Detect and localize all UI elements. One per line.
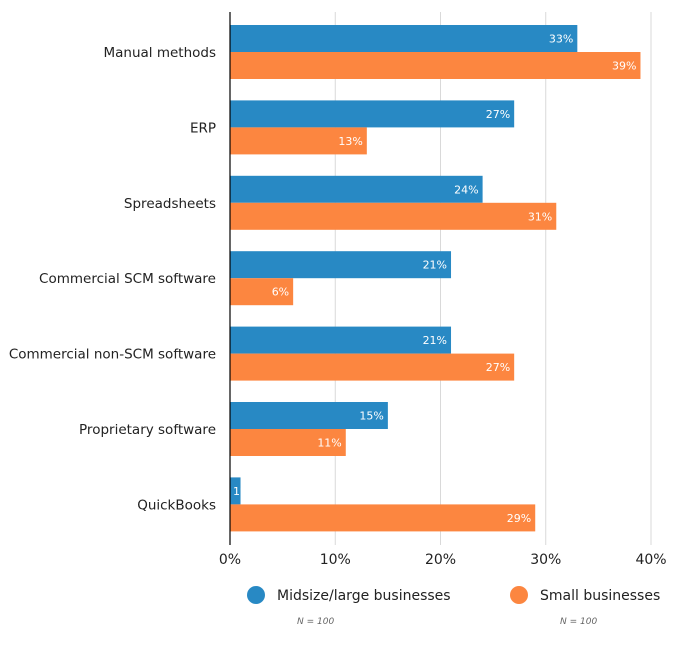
bar-value-label: 21% (423, 259, 447, 272)
x-tick-label: 40% (635, 552, 666, 568)
bar[interactable] (230, 127, 367, 155)
bar[interactable] (230, 25, 578, 52)
category-label: Spreadsheets (124, 196, 216, 212)
bar[interactable] (230, 202, 557, 230)
gridlines (334, 12, 652, 545)
category-label: Commercial non-SCM software (9, 347, 216, 363)
bar[interactable] (230, 353, 515, 381)
legend-item-midsize[interactable]: Midsize/large businesses N = 100 (247, 584, 451, 627)
bar[interactable] (230, 175, 483, 203)
bars: 33% 39% 27% 13% 24% 31% 21% 6% 21% 27% 15% 11% 1% 29% (230, 25, 641, 532)
bar[interactable] (230, 278, 294, 306)
x-tick-label: 10% (320, 552, 351, 568)
bar-value-label: 27% (486, 361, 510, 374)
bar[interactable] (230, 477, 241, 505)
x-tick-labels: 0% 10% 20% 30% 40% (219, 552, 667, 568)
legend-sample-size: N = 100 (297, 617, 335, 627)
x-tick-label: 30% (530, 552, 561, 568)
bar[interactable] (230, 504, 536, 532)
category-label: Proprietary software (79, 422, 216, 438)
legend-item-small[interactable]: Small businesses N = 100 (510, 584, 660, 627)
bar-value-label: 24% (454, 183, 478, 196)
bar-value-label: 31% (528, 210, 552, 223)
category-label: Manual methods (103, 45, 216, 61)
bar[interactable] (230, 429, 346, 456)
category-label: QuickBooks (137, 497, 216, 513)
category-labels: Manual methods ERP Spreadsheets Commercial … (9, 45, 216, 513)
legend-label: Small businesses (540, 588, 661, 604)
bar[interactable] (230, 326, 452, 354)
x-tick-label: 20% (425, 552, 456, 568)
category-label: ERP (190, 120, 216, 136)
legend-sample-size: N = 100 (560, 617, 598, 627)
bar-value-label: 13% (338, 135, 362, 148)
bar[interactable] (230, 100, 515, 128)
bar-chart: 33% 39% 27% 13% 24% 31% 21% 6% 21% 27% 15% 11% 1% 29%… (9, 12, 667, 568)
bar[interactable] (230, 52, 641, 79)
legend-label: Midsize/large businesses (277, 588, 451, 604)
bar-value-label: 29% (507, 512, 531, 525)
bar-value-label: 11% (317, 437, 341, 450)
bar-value-label: 15% (359, 410, 383, 423)
bar-value-label: 1% (233, 485, 250, 498)
legend-dot-icon (510, 586, 528, 604)
category-label: Commercial SCM software (39, 271, 216, 287)
bar-value-label: 27% (486, 108, 510, 121)
bar-value-label: 21% (423, 334, 447, 347)
bar[interactable] (230, 402, 388, 429)
bar[interactable] (230, 251, 452, 279)
bar-value-label: 6% (272, 286, 289, 299)
x-tick-label: 0% (219, 552, 241, 568)
bar-value-label: 39% (612, 60, 636, 73)
bar-value-label: 33% (549, 33, 573, 46)
legend-dot-icon (247, 586, 265, 604)
